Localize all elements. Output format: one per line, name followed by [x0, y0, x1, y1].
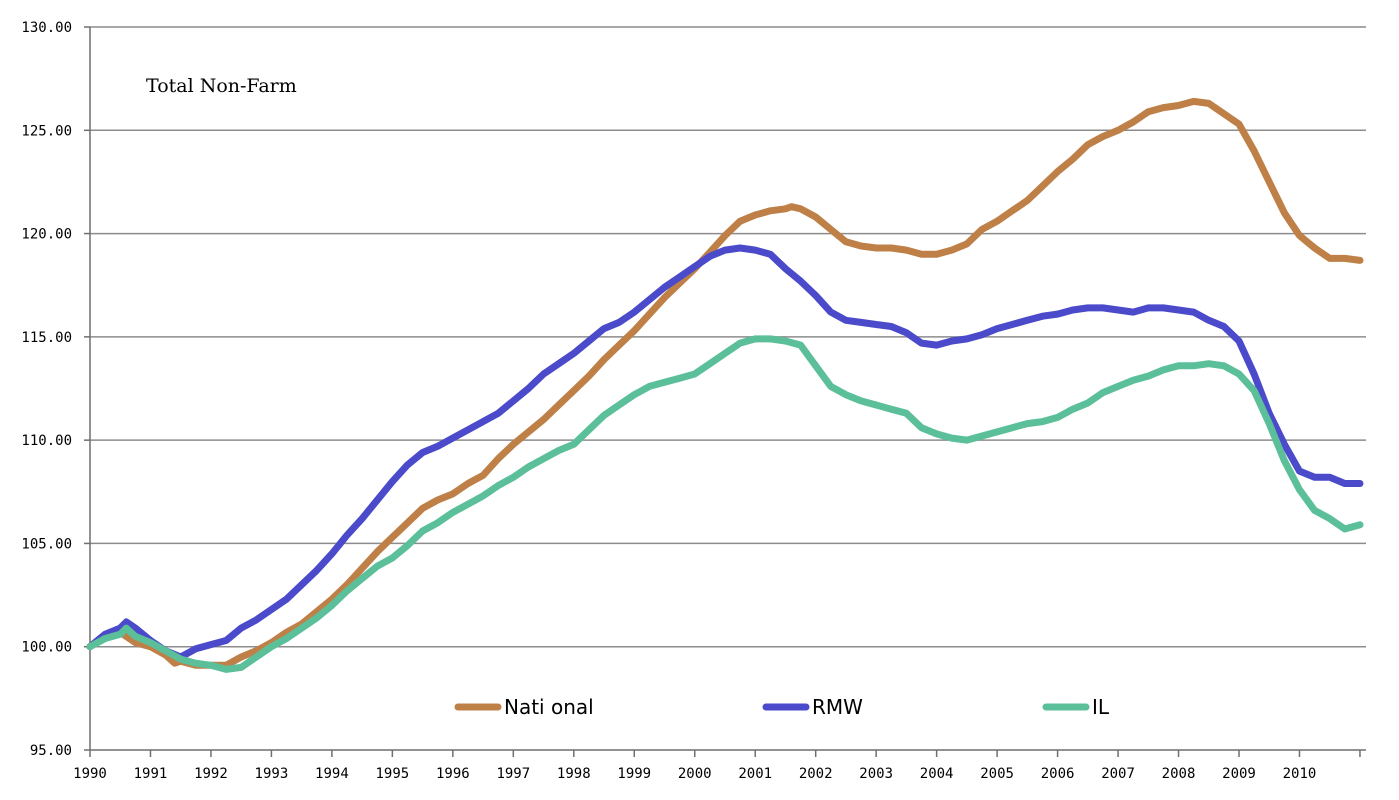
y-tick-label: 100.00: [21, 640, 72, 656]
x-tick-label: 1998: [557, 766, 591, 782]
x-tick-label: 2002: [799, 766, 833, 782]
x-tick-label: 1995: [376, 766, 410, 782]
y-tick-label: 125.00: [21, 123, 72, 139]
axes: 95.00 100.00 105.00 110.00 115.00 120.00 125.0…: [21, 20, 1366, 782]
x-tick-label: 2004: [920, 766, 954, 782]
legend: Nati onal RMW IL: [454, 695, 1110, 719]
gridlines: [90, 26, 1366, 648]
x-tick-label: 2010: [1283, 766, 1317, 782]
x-tick-label: 2001: [738, 766, 772, 782]
y-tick-label: 130.00: [21, 20, 72, 36]
series-line-il: [86, 335, 1364, 673]
y-tick-label: 105.00: [21, 536, 72, 552]
legend-label: RMW: [812, 695, 863, 719]
x-tick-label: 1997: [496, 766, 530, 782]
x-tick-label: 1990: [73, 766, 107, 782]
legend-label: Nati onal: [504, 695, 594, 719]
chart-title: Total Non-Farm: [146, 75, 297, 97]
x-tick-label: 2000: [678, 766, 712, 782]
x-tick-label: 1996: [436, 766, 470, 782]
x-tick-label: 2009: [1222, 766, 1256, 782]
x-tick-label: 1993: [255, 766, 289, 782]
x-tick-label: 1991: [134, 766, 168, 782]
legend-label: IL: [1092, 695, 1110, 719]
y-tick-label: 95.00: [30, 743, 72, 759]
y-tick-label: 115.00: [21, 330, 72, 346]
x-tick-label: 1992: [194, 766, 228, 782]
x-tick-label: 2003: [859, 766, 893, 782]
series-line-rmw: [86, 244, 1364, 661]
x-tick-label: 1994: [315, 766, 349, 782]
x-tick-label: 2007: [1101, 766, 1135, 782]
x-tick-label: 2006: [1041, 766, 1075, 782]
x-tick-label: 1999: [617, 766, 651, 782]
series-line-nati-onal: [86, 97, 1364, 669]
y-tick-label: 110.00: [21, 433, 72, 449]
y-tick-label: 120.00: [21, 227, 72, 243]
series-lines: [86, 97, 1364, 673]
x-tick-label: 2005: [980, 766, 1014, 782]
x-tick-label: 2008: [1162, 766, 1196, 782]
